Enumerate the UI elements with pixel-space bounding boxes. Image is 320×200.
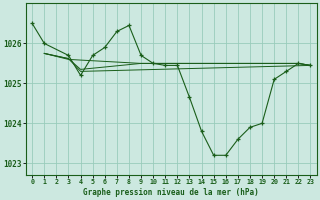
X-axis label: Graphe pression niveau de la mer (hPa): Graphe pression niveau de la mer (hPa)	[84, 188, 259, 197]
